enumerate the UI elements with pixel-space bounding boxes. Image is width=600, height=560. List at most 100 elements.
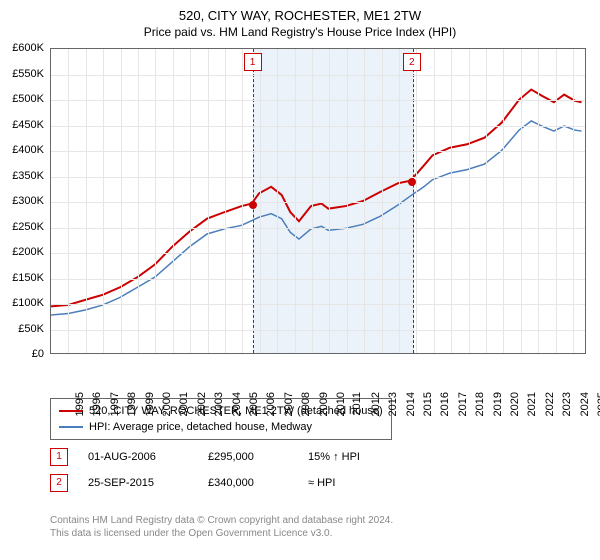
gridline-vertical <box>208 49 209 353</box>
x-axis-tick-label: 1999 <box>144 392 156 416</box>
x-axis-tick-label: 2024 <box>579 392 591 416</box>
y-axis-tick-label: £300K <box>0 195 44 207</box>
gridline-vertical <box>451 49 452 353</box>
sale-price: £295,000 <box>208 444 288 470</box>
x-axis-tick-label: 2008 <box>300 392 312 416</box>
sale-row-badge: 1 <box>50 448 68 466</box>
sale-date: 25-SEP-2015 <box>88 470 188 496</box>
y-axis-tick-label: £0 <box>0 348 44 360</box>
y-axis-tick-label: £200K <box>0 246 44 258</box>
x-axis-tick-label: 2013 <box>387 392 399 416</box>
gridline-vertical <box>86 49 87 353</box>
y-axis-tick-label: £250K <box>0 221 44 233</box>
gridline-vertical <box>503 49 504 353</box>
gridline-horizontal <box>51 151 585 152</box>
x-axis-tick-label: 2014 <box>405 392 417 416</box>
x-axis-tick-label: 2023 <box>561 392 573 416</box>
gridline-vertical <box>312 49 313 353</box>
x-axis-tick-label: 2010 <box>335 392 347 416</box>
gridline-horizontal <box>51 202 585 203</box>
gridline-vertical <box>242 49 243 353</box>
sale-date: 01-AUG-2006 <box>88 444 188 470</box>
x-axis-tick-label: 1998 <box>126 392 138 416</box>
x-axis-tick-label: 2004 <box>231 392 243 416</box>
x-axis-tick-label: 2006 <box>265 392 277 416</box>
gridline-vertical <box>121 49 122 353</box>
gridline-vertical <box>364 49 365 353</box>
sale-row-badge: 2 <box>50 474 68 492</box>
sale-delta: ≈ HPI <box>308 470 335 496</box>
sales-table: 1 01-AUG-2006 £295,000 15% ↑ HPI 2 25-SEP-201… <box>50 444 360 496</box>
x-axis-tick-label: 2000 <box>161 392 173 416</box>
y-axis-tick-label: £450K <box>0 119 44 131</box>
x-axis-tick-label: 2019 <box>492 392 504 416</box>
plot-area: 12 <box>50 48 586 354</box>
y-axis-tick-label: £550K <box>0 68 44 80</box>
chart-title: 520, CITY WAY, ROCHESTER, ME1 2TW <box>0 0 600 23</box>
gridline-vertical <box>190 49 191 353</box>
gridline-vertical <box>469 49 470 353</box>
x-axis-tick-label: 2021 <box>526 392 538 416</box>
y-axis-tick-label: £350K <box>0 170 44 182</box>
x-axis-tick-label: 2002 <box>196 392 208 416</box>
gridline-vertical <box>138 49 139 353</box>
gridline-horizontal <box>51 228 585 229</box>
gridline-vertical <box>538 49 539 353</box>
x-axis-tick-label: 2001 <box>178 392 190 416</box>
gridline-vertical <box>329 49 330 353</box>
x-axis-tick-label: 2005 <box>248 392 260 416</box>
sale-row: 1 01-AUG-2006 £295,000 15% ↑ HPI <box>50 444 360 470</box>
gridline-vertical <box>260 49 261 353</box>
gridline-vertical <box>556 49 557 353</box>
line-series-svg <box>51 49 585 353</box>
legend-label: HPI: Average price, detached house, Medw… <box>89 419 312 435</box>
gridline-vertical <box>277 49 278 353</box>
x-axis-tick-label: 2018 <box>474 392 486 416</box>
x-axis-tick-label: 2009 <box>318 392 330 416</box>
footer-line: Contains HM Land Registry data © Crown c… <box>50 514 393 527</box>
gridline-horizontal <box>51 304 585 305</box>
attribution-footer: Contains HM Land Registry data © Crown c… <box>50 514 393 540</box>
x-axis-tick-label: 2015 <box>422 392 434 416</box>
x-axis-tick-label: 1995 <box>74 392 86 416</box>
footer-line: This data is licensed under the Open Gov… <box>50 527 393 540</box>
gridline-vertical <box>573 49 574 353</box>
gridline-horizontal <box>51 126 585 127</box>
legend-swatch <box>59 426 83 428</box>
gridline-vertical <box>68 49 69 353</box>
gridline-horizontal <box>51 177 585 178</box>
sale-marker-badge: 1 <box>244 53 262 71</box>
gridline-horizontal <box>51 75 585 76</box>
y-axis-tick-label: £400K <box>0 144 44 156</box>
chart-subtitle: Price paid vs. HM Land Registry's House … <box>0 23 600 43</box>
x-axis-tick-label: 2011 <box>352 392 364 416</box>
gridline-vertical <box>416 49 417 353</box>
gridline-horizontal <box>51 253 585 254</box>
gridline-vertical <box>399 49 400 353</box>
x-axis-tick-label: 2007 <box>283 392 295 416</box>
series-property <box>51 90 582 307</box>
gridline-horizontal <box>51 330 585 331</box>
gridline-vertical <box>155 49 156 353</box>
x-axis-tick-label: 2012 <box>370 392 382 416</box>
y-axis-tick-label: £600K <box>0 42 44 54</box>
x-axis-tick-label: 2020 <box>509 392 521 416</box>
legend-item: HPI: Average price, detached house, Medw… <box>59 419 383 435</box>
gridline-vertical <box>225 49 226 353</box>
y-axis-tick-label: £150K <box>0 272 44 284</box>
gridline-vertical <box>347 49 348 353</box>
gridline-vertical <box>486 49 487 353</box>
x-axis-tick-label: 2017 <box>457 392 469 416</box>
sale-delta: 15% ↑ HPI <box>308 444 360 470</box>
sale-marker-badge: 2 <box>403 53 421 71</box>
y-axis-tick-label: £50K <box>0 323 44 335</box>
gridline-horizontal <box>51 100 585 101</box>
x-axis-tick-label: 2003 <box>213 392 225 416</box>
gridline-vertical <box>295 49 296 353</box>
sale-marker-dot <box>408 178 416 186</box>
gridline-horizontal <box>51 279 585 280</box>
x-axis-tick-label: 2025 <box>596 392 600 416</box>
y-axis-tick-label: £500K <box>0 93 44 105</box>
chart-container: 520, CITY WAY, ROCHESTER, ME1 2TW Price … <box>0 0 600 560</box>
sale-price: £340,000 <box>208 470 288 496</box>
